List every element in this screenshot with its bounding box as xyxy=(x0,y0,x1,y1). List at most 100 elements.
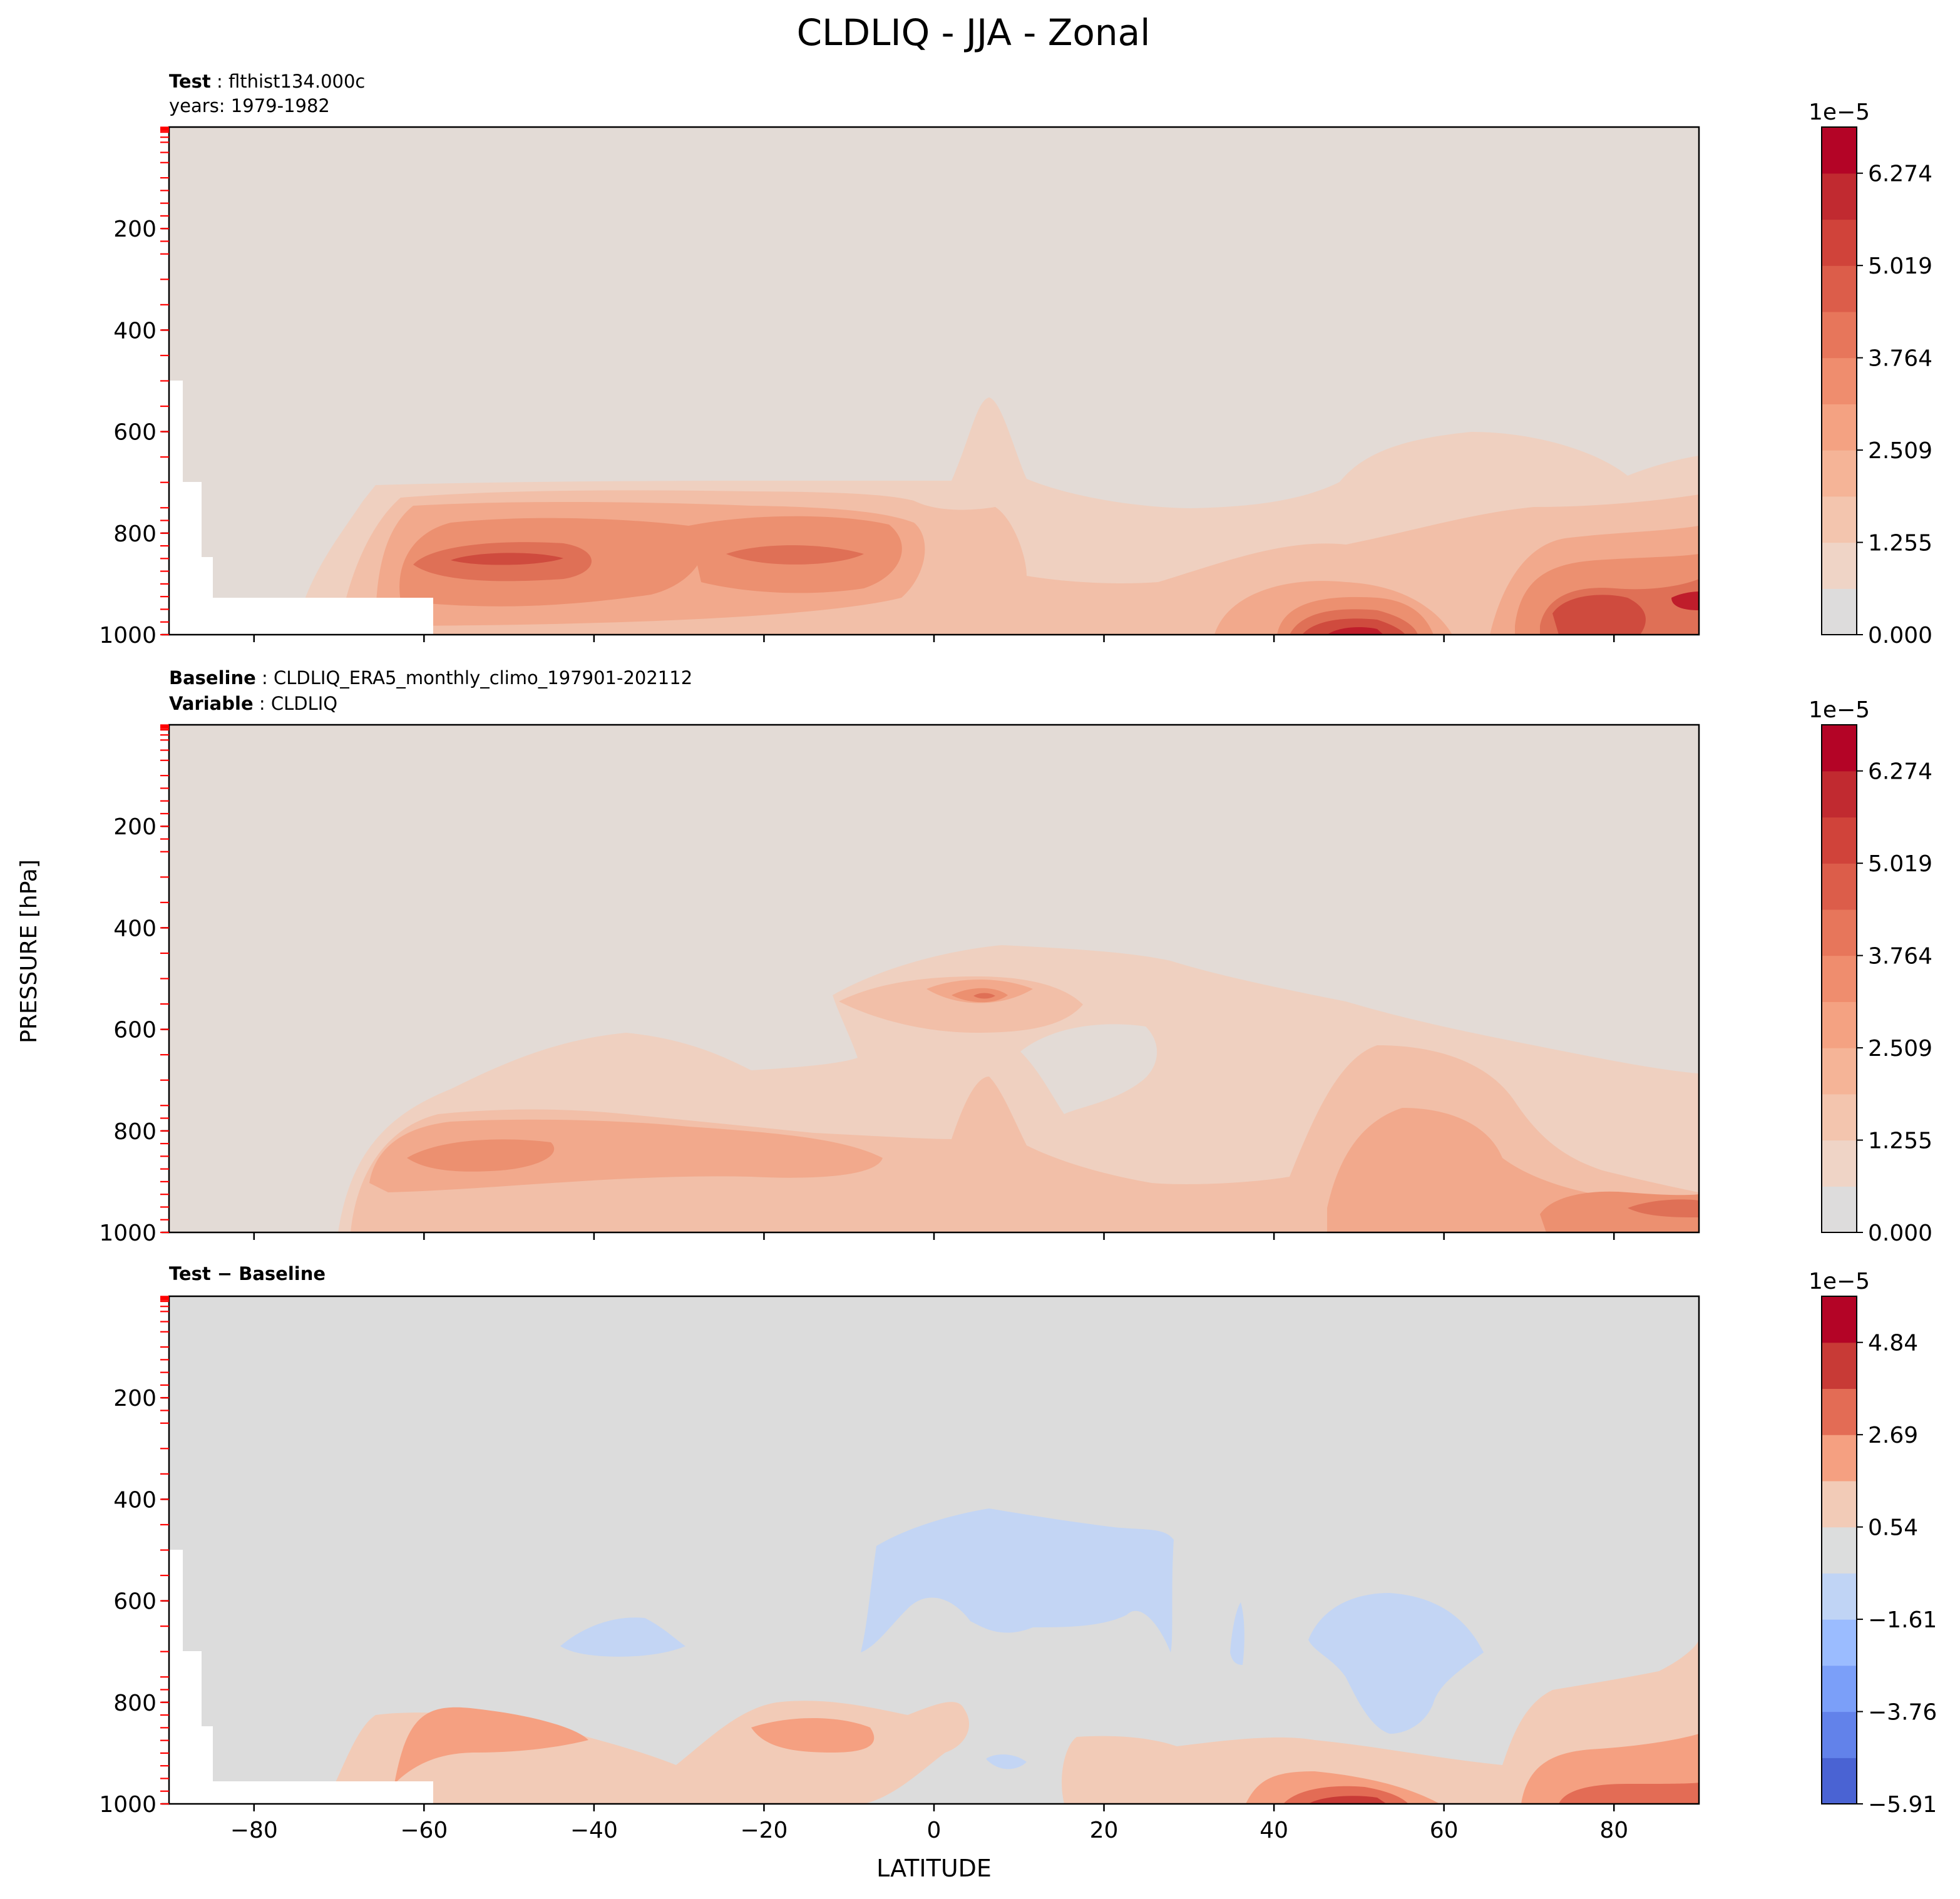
difference-colorbar: 1e−5 −5.91 −3.76 −1.61 0.54 2.69 4.84 xyxy=(1809,1269,1937,1818)
test-missing-data xyxy=(169,381,433,635)
difference-colorbar-segment xyxy=(1822,1758,1857,1804)
test-y-tick-label: 800 xyxy=(113,521,156,547)
figure-title: CLDLIQ - JJA - Zonal xyxy=(797,11,1151,54)
difference-x-tick-label: 60 xyxy=(1430,1818,1459,1843)
difference-colorbar-label: 2.69 xyxy=(1868,1423,1918,1448)
baseline-colorbar: 1e−5 0.000 1.255 2.509 3.764 5.019 6.274 xyxy=(1809,697,1932,1246)
baseline-colorbar-label: 1.255 xyxy=(1868,1129,1932,1154)
difference-colorbar-segment xyxy=(1822,1296,1857,1343)
difference-subtitle: Test − Baseline xyxy=(169,1263,326,1284)
y-axis-label: PRESSURE [hPa] xyxy=(16,859,42,1043)
baseline-contour-field xyxy=(169,725,1699,1232)
difference-colorbar-segment xyxy=(1822,1665,1857,1712)
test-y-tick-label: 600 xyxy=(113,420,156,446)
diff-missing-data xyxy=(169,1550,433,1804)
diff-negative-50n xyxy=(1308,1593,1484,1734)
test-level-7 xyxy=(1327,627,1383,635)
baseline-level-4 xyxy=(407,1139,555,1172)
difference-colorbar-frame xyxy=(1821,1296,1857,1804)
difference-y-tick-label: 1000 xyxy=(99,1792,156,1818)
test-colorbar-exponent: 1e−5 xyxy=(1809,100,1870,125)
test-y-ticks: 200 400 600 800 1000 xyxy=(99,217,169,648)
test-colorbar: 1e−5 0.000 1.255 2.509 3.764 5.019 6.274 xyxy=(1809,100,1932,648)
diff-positive-l1-north xyxy=(1062,1640,1699,1804)
diff-positive-l2-south xyxy=(394,1707,588,1784)
difference-colorbar-segment xyxy=(1822,1480,1857,1528)
test-colorbar-label: 6.274 xyxy=(1868,161,1932,187)
test-contour-field xyxy=(169,127,1699,635)
baseline-level-5 xyxy=(1628,1199,1699,1217)
test-colorbar-segment xyxy=(1822,588,1857,635)
difference-y-tick-label: 800 xyxy=(113,1691,156,1716)
test-y-tick-label: 200 xyxy=(113,217,156,242)
baseline-colorbar-segment xyxy=(1822,1001,1857,1048)
test-colorbar-label: 1.255 xyxy=(1868,531,1932,556)
difference-colorbar-segment xyxy=(1822,1435,1857,1482)
baseline-colorbar-segment xyxy=(1822,955,1857,1002)
baseline-colorbar-segment xyxy=(1822,1140,1857,1187)
test-level-markers xyxy=(160,126,169,636)
baseline-colorbar-label: 5.019 xyxy=(1868,851,1932,877)
difference-x-tick-label: 80 xyxy=(1599,1818,1628,1843)
test-level-6b xyxy=(1302,618,1405,635)
baseline-level-3 xyxy=(369,1119,883,1192)
difference-colorbar-label: 4.84 xyxy=(1868,1331,1918,1356)
baseline-colorbar-segment xyxy=(1822,770,1857,818)
baseline-colorbar-segment xyxy=(1822,725,1857,772)
test-colorbar-segment xyxy=(1822,357,1857,404)
test-level-7b xyxy=(1671,591,1699,610)
test-colorbar-segment xyxy=(1822,542,1857,589)
test-colorbar-segment xyxy=(1822,450,1857,497)
baseline-y-tick-label: 200 xyxy=(113,814,156,840)
difference-colorbar-segment xyxy=(1822,1573,1857,1620)
baseline-colorbar-segment xyxy=(1822,863,1857,910)
test-colorbar-label: 0.000 xyxy=(1868,623,1932,648)
difference-y-tick-label: 400 xyxy=(113,1487,156,1513)
diff-positive-l3-pole xyxy=(1559,1783,1699,1804)
difference-x-tick-label: 40 xyxy=(1260,1818,1288,1843)
test-level-6c xyxy=(1552,595,1646,635)
diff-positive-l4 xyxy=(1308,1796,1387,1804)
difference-colorbar-segment xyxy=(1822,1342,1857,1390)
diff-positive-l2-mid xyxy=(751,1718,875,1753)
difference-y-ticks: 200 400 600 800 1000 xyxy=(99,1386,169,1818)
diff-negative-small xyxy=(986,1754,1027,1769)
baseline-colorbar-segment xyxy=(1822,1093,1857,1141)
difference-colorbar-label: −5.91 xyxy=(1868,1792,1937,1818)
baseline-panel: Baseline : CLDLIQ_ERA5_monthly_climo_197… xyxy=(99,667,1932,1246)
test-colorbar-label: 5.019 xyxy=(1868,253,1932,279)
baseline-subtitle: Baseline : CLDLIQ_ERA5_monthly_climo_197… xyxy=(169,667,692,688)
baseline-y-ticks: 200 400 600 800 1000 xyxy=(99,814,169,1246)
test-colorbar-segment xyxy=(1822,219,1857,266)
test-level-6 xyxy=(451,553,563,565)
baseline-colorbar-label: 6.274 xyxy=(1868,759,1932,785)
test-colorbar-segment xyxy=(1822,265,1857,312)
difference-colorbar-segment xyxy=(1822,1619,1857,1666)
test-colorbar-label: 2.509 xyxy=(1868,438,1932,464)
test-subtitle: Test : flthist134.000c xyxy=(169,71,365,92)
difference-x-tick-label: −80 xyxy=(230,1818,278,1843)
baseline-level-markers xyxy=(160,724,169,1234)
diff-negative-south xyxy=(560,1617,685,1657)
baseline-colorbar-exponent: 1e−5 xyxy=(1809,697,1870,723)
baseline-x-ticks xyxy=(253,1232,1615,1240)
difference-colorbar-exponent: 1e−5 xyxy=(1809,1269,1870,1294)
difference-colorbar-segment xyxy=(1822,1711,1857,1758)
test-panel: Test : flthist134.000c years: 1979-1982 xyxy=(99,71,1932,648)
baseline-colorbar-segment xyxy=(1822,1186,1857,1233)
x-axis-label: LATITUDE xyxy=(876,1855,992,1882)
difference-colorbar-segment xyxy=(1822,1527,1857,1574)
test-y-tick-label: 1000 xyxy=(99,623,156,648)
difference-colorbar-label: −3.76 xyxy=(1868,1700,1937,1726)
baseline-colorbar-label: 2.509 xyxy=(1868,1036,1932,1062)
difference-colorbar-segment xyxy=(1822,1388,1857,1435)
baseline-colorbar-label: 3.764 xyxy=(1868,944,1932,970)
baseline-y-tick-label: 400 xyxy=(113,916,156,941)
test-level-5b xyxy=(726,545,864,565)
baseline-colorbar-frame xyxy=(1821,724,1857,1233)
baseline-colorbar-segment xyxy=(1822,817,1857,864)
baseline-colorbar-segment xyxy=(1822,1048,1857,1095)
test-colorbar-segment xyxy=(1822,496,1857,543)
test-colorbar-segment xyxy=(1822,404,1857,451)
